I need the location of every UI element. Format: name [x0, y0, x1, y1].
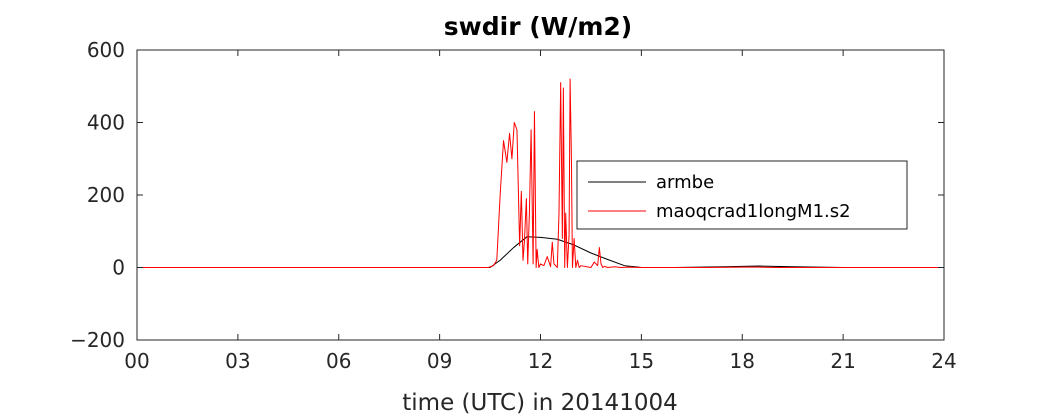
x-tick-label: 21	[830, 349, 855, 373]
x-tick-label: 12	[528, 349, 553, 373]
series-layer	[137, 78, 944, 268]
series-line-armbe	[137, 236, 944, 268]
legend-label-armbe: armbe	[656, 172, 714, 193]
y-tick-label: 0	[112, 256, 125, 280]
x-tick-label: 00	[124, 349, 149, 373]
x-tick-label: 03	[225, 349, 250, 373]
y-tick-label: 600	[87, 38, 125, 62]
x-tick-label: 24	[931, 349, 956, 373]
x-tick-label: 09	[427, 349, 452, 373]
ticks-layer: 00 03 06 09 12 15 18 21 24 −200 0 200 400 600	[70, 38, 957, 373]
y-tick-label: 400	[87, 111, 125, 135]
x-axis-label: time (UTC) in 20141004	[402, 390, 677, 416]
y-tick-label: −200	[70, 328, 125, 352]
legend-label-maoqcrad1longM1-s2: maoqcrad1longM1.s2	[656, 201, 851, 222]
x-tick-label: 15	[629, 349, 654, 373]
y-tick-label: 200	[87, 183, 125, 207]
legend: armbe maoqcrad1longM1.s2	[576, 160, 908, 230]
legend-box	[576, 160, 908, 230]
x-tick-label: 06	[326, 349, 351, 373]
series-line-maoqcrad1longM1-s2	[137, 78, 944, 268]
x-tick-label: 18	[730, 349, 755, 373]
chart-title: swdir (W/m2)	[444, 12, 632, 41]
